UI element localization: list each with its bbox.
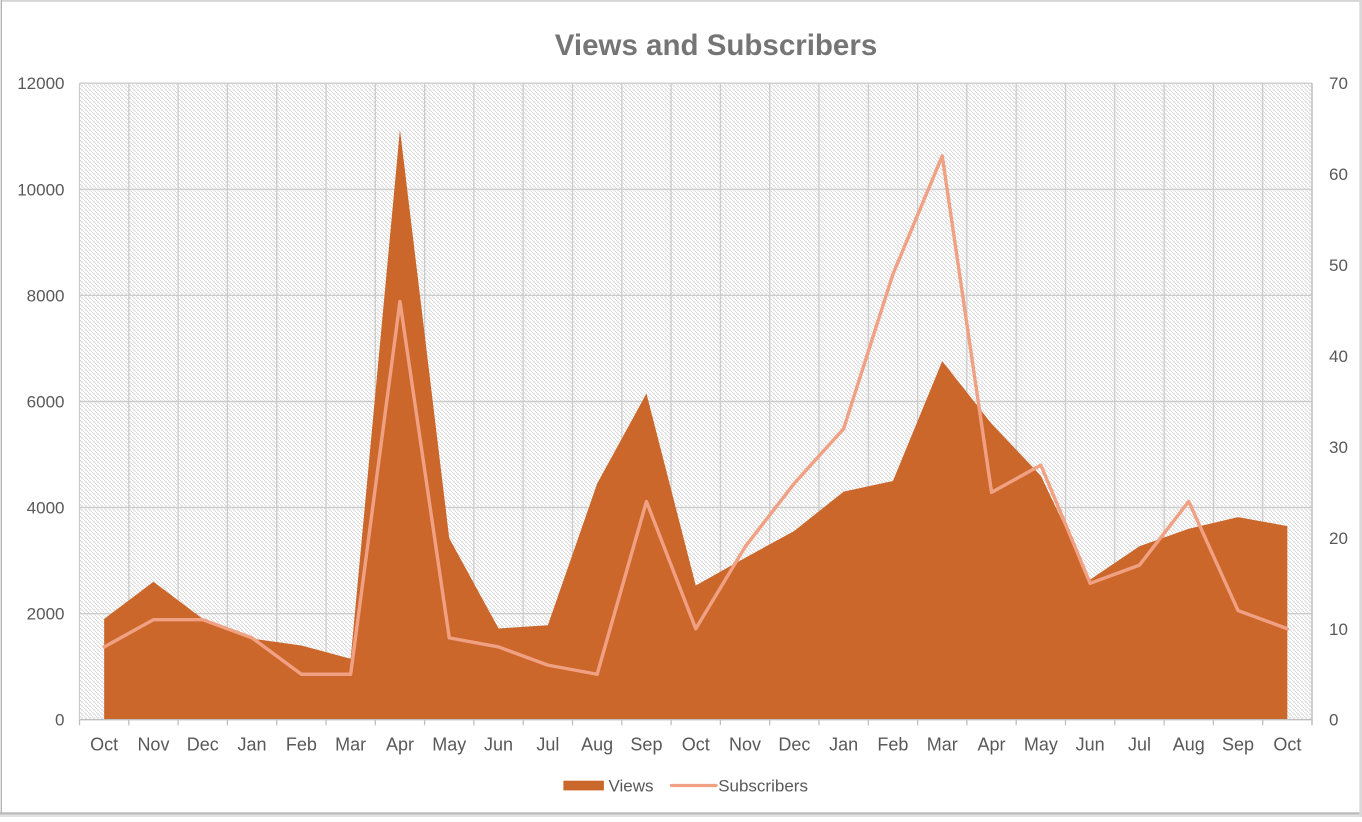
svg-text:Mar: Mar	[335, 735, 366, 755]
svg-text:40: 40	[1329, 347, 1348, 366]
svg-text:8000: 8000	[27, 286, 65, 305]
svg-text:Jun: Jun	[484, 735, 513, 755]
svg-text:Jul: Jul	[536, 735, 559, 755]
svg-text:Aug: Aug	[581, 735, 613, 755]
svg-text:10: 10	[1329, 620, 1348, 639]
svg-text:May: May	[432, 735, 466, 755]
svg-text:2000: 2000	[27, 605, 65, 624]
svg-text:20: 20	[1329, 529, 1348, 548]
svg-text:6000: 6000	[27, 392, 65, 411]
svg-text:Jan: Jan	[829, 735, 858, 755]
svg-text:Sep: Sep	[1222, 735, 1254, 755]
svg-text:50: 50	[1329, 256, 1348, 275]
svg-text:Apr: Apr	[386, 735, 414, 755]
svg-text:Oct: Oct	[90, 735, 118, 755]
svg-text:Feb: Feb	[286, 735, 317, 755]
svg-text:Oct: Oct	[1273, 735, 1301, 755]
svg-text:Dec: Dec	[187, 735, 219, 755]
svg-text:May: May	[1024, 735, 1058, 755]
svg-text:Sep: Sep	[630, 735, 662, 755]
svg-text:4000: 4000	[27, 499, 65, 518]
svg-text:0: 0	[1329, 711, 1338, 730]
svg-text:Nov: Nov	[729, 735, 761, 755]
svg-text:Jul: Jul	[1128, 735, 1151, 755]
svg-text:Apr: Apr	[978, 735, 1006, 755]
svg-text:Aug: Aug	[1173, 735, 1205, 755]
svg-text:Mar: Mar	[927, 735, 958, 755]
svg-text:Jan: Jan	[238, 735, 267, 755]
svg-text:Oct: Oct	[682, 735, 710, 755]
svg-text:70: 70	[1329, 74, 1348, 93]
svg-text:Views and Subscribers: Views and Subscribers	[555, 29, 877, 62]
svg-text:10000: 10000	[17, 180, 64, 199]
svg-text:12000: 12000	[17, 74, 64, 93]
svg-text:Dec: Dec	[778, 735, 810, 755]
svg-text:Views: Views	[609, 777, 654, 796]
svg-text:Feb: Feb	[877, 735, 908, 755]
svg-text:0: 0	[55, 711, 64, 730]
svg-text:Subscribers: Subscribers	[718, 777, 808, 796]
svg-text:60: 60	[1329, 165, 1348, 184]
svg-text:30: 30	[1329, 438, 1348, 457]
svg-text:Nov: Nov	[137, 735, 169, 755]
svg-text:Jun: Jun	[1076, 735, 1105, 755]
